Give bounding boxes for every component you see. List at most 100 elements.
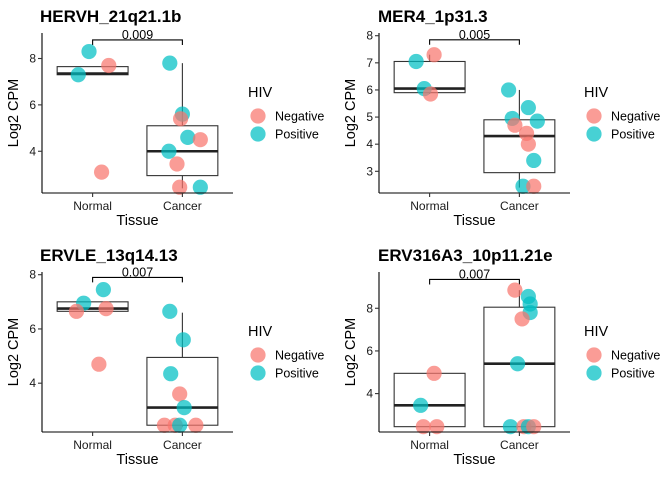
legend-title: HIV	[584, 85, 609, 101]
data-point-negative	[91, 356, 107, 372]
data-point-negative	[169, 156, 185, 172]
data-point-negative	[156, 417, 173, 433]
x-tick-label: Cancer	[500, 199, 539, 213]
data-point-negative	[93, 164, 110, 180]
data-point-negative	[507, 282, 523, 298]
box-normal	[56, 66, 129, 76]
y-tick-label: 6	[366, 83, 373, 97]
data-point-negative	[526, 178, 542, 194]
data-point-positive	[70, 67, 86, 83]
x-tick-label: Cancer	[500, 438, 539, 452]
data-point-negative	[172, 179, 188, 195]
y-tick-label: 4	[366, 137, 373, 151]
data-point-positive	[162, 303, 178, 319]
legend-title: HIV	[584, 324, 609, 340]
y-tick-label: 8	[366, 29, 373, 43]
x-tick-label: Normal	[410, 199, 449, 213]
p-value-label: 0.007	[459, 267, 490, 281]
y-tick-label: 3	[366, 164, 373, 178]
data-point-negative	[172, 111, 189, 127]
box-normal	[56, 301, 129, 312]
y-tick-label: 5	[366, 110, 373, 124]
data-point-positive	[163, 366, 179, 382]
data-point-negative	[520, 136, 536, 152]
data-point-negative	[514, 311, 530, 327]
x-axis-label: Tissue	[116, 213, 158, 229]
y-tick-label: 4	[29, 144, 36, 158]
data-point-positive	[529, 113, 545, 129]
data-point-positive	[161, 143, 177, 159]
x-tick-label: Cancer	[163, 438, 202, 452]
legend-label: Positive	[611, 128, 655, 142]
comparison-bracket	[429, 278, 520, 285]
panel-title: MER4_1p31.3	[378, 7, 488, 26]
legend-key-negative	[586, 347, 602, 363]
legend-key-negative	[250, 347, 266, 363]
y-axis-label: Log2 CPM	[6, 79, 22, 148]
comparison-bracket	[92, 276, 183, 283]
x-axis-label: Tissue	[116, 452, 158, 468]
legend-label: Positive	[611, 367, 655, 381]
legend-key-positive	[586, 126, 602, 142]
data-point-negative	[101, 57, 117, 74]
legend-title: HIV	[248, 324, 273, 340]
panel-2: MER4_1p31.3 0.005 3 4 5 6 7 8 Normal Cancer Tissue…	[343, 7, 660, 229]
data-point-negative	[507, 117, 523, 133]
panel-title: HERVH_21q21.1b	[40, 7, 181, 26]
data-point-positive	[192, 179, 208, 195]
data-point-positive	[515, 178, 531, 194]
y-tick-label: 7	[366, 56, 373, 70]
y-tick-label: 8	[366, 301, 373, 315]
data-point-negative	[188, 417, 204, 433]
panel-3: ERVLE_13q14.130.007 4 6 8 Normal Cancer Tissue…	[6, 246, 324, 468]
data-point-negative	[192, 132, 208, 148]
x-tick-label: Cancer	[163, 199, 202, 213]
data-point-positive	[180, 129, 196, 145]
panel-1: HERVH_21q21.1b 0.009 4 6 8 Normal Cancer Tissue…	[6, 7, 324, 229]
data-point-negative	[415, 419, 431, 435]
y-axis-label: Log2 CPM	[6, 318, 22, 387]
data-point-positive	[176, 399, 192, 416]
panel-title: ERVLE_13q14.13	[40, 246, 178, 265]
data-point-negative	[422, 86, 439, 102]
data-point-positive	[81, 43, 97, 60]
panel-title: ERV316A3_10p11.21e	[378, 246, 553, 265]
y-axis-label: Log2 CPM	[343, 79, 359, 148]
y-tick-label: 8	[29, 268, 36, 282]
data-point-positive	[175, 332, 191, 348]
comparison-bracket	[92, 39, 183, 45]
data-point-negative	[426, 365, 442, 381]
legend-key-negative	[250, 108, 266, 124]
x-tick-label: Normal	[73, 438, 112, 452]
legend-label: Negative	[275, 349, 324, 363]
legend-label: Negative	[611, 110, 660, 124]
x-tick-label: Normal	[73, 199, 112, 213]
y-tick-label: 8	[29, 52, 36, 66]
box-iqr	[393, 372, 466, 428]
legend-key-negative	[586, 108, 602, 124]
legend-label: Positive	[275, 367, 319, 381]
data-point-positive	[408, 53, 424, 70]
data-point-positive	[162, 55, 178, 71]
legend-title: HIV	[248, 85, 273, 101]
data-point-positive	[526, 152, 542, 169]
data-point-positive	[501, 82, 517, 98]
data-point-negative	[526, 419, 542, 435]
y-tick-label: 6	[29, 98, 36, 112]
panel-4: ERV316A3_10p11.21e 0.007 4 6 8 Normal Cancer Ti…	[343, 246, 660, 468]
data-point-positive	[502, 419, 519, 435]
data-point-positive	[520, 99, 536, 116]
y-tick-label: 6	[366, 344, 373, 358]
data-point-negative	[426, 47, 442, 63]
p-value-label: 0.005	[459, 28, 490, 42]
y-tick-label: 4	[29, 376, 36, 390]
x-axis-label: Tissue	[453, 452, 495, 468]
y-tick-label: 4	[366, 387, 373, 401]
legend-key-positive	[250, 365, 266, 381]
data-point-negative	[429, 419, 445, 435]
